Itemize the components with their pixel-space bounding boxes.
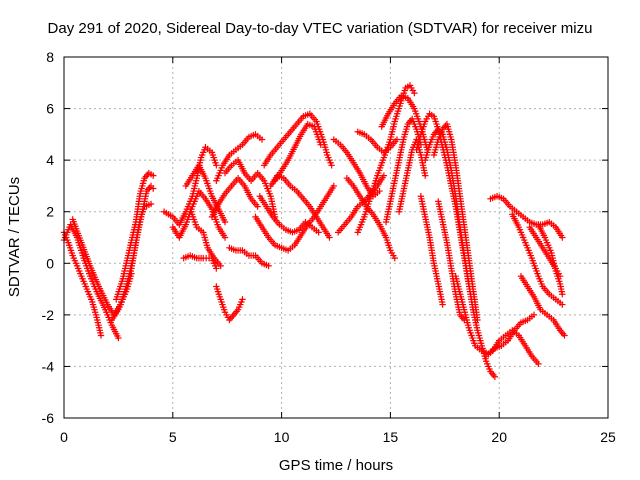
series-arc-36	[469, 306, 499, 380]
data-point	[115, 334, 122, 342]
plot-frame	[63, 56, 609, 419]
data-point	[213, 265, 220, 272]
data-point	[258, 136, 266, 143]
y-tick-label: 4	[46, 152, 54, 168]
data-point	[328, 162, 335, 169]
x-tick-label: 5	[169, 429, 177, 445]
series-arc-41	[535, 221, 566, 298]
x-tick-label: 20	[491, 429, 507, 445]
data-point	[559, 291, 566, 298]
data-point	[150, 172, 157, 179]
series-arc-26	[354, 82, 418, 236]
y-tick-label: -4	[42, 358, 55, 374]
data-point	[376, 187, 383, 195]
series-arc-15	[208, 174, 261, 221]
y-axis-label: SDTVAR / TECUs	[6, 177, 23, 297]
series-arc-17	[260, 110, 335, 169]
data-point	[147, 200, 155, 208]
x-tick-label: 0	[60, 429, 68, 445]
series-arc-42	[517, 272, 568, 339]
series-arc-16	[226, 244, 272, 270]
data-point	[391, 254, 398, 262]
data-point	[254, 203, 261, 210]
series-arc-27	[378, 92, 431, 154]
series-arc-32	[430, 120, 481, 324]
data-point	[380, 172, 388, 179]
data-point	[411, 89, 418, 97]
grid-lines	[64, 57, 608, 418]
series-arc-25	[354, 128, 401, 156]
y-tick-label: 8	[46, 49, 54, 65]
x-tick-label: 25	[600, 429, 616, 445]
series-arc-35	[452, 272, 538, 357]
data-point	[559, 301, 566, 308]
data-point	[422, 172, 429, 179]
x-axis-label: GPS time / hours	[279, 457, 393, 474]
series-arc-37	[482, 327, 542, 368]
data-point	[221, 218, 229, 226]
data-marks	[60, 82, 568, 380]
data-point	[217, 262, 224, 270]
series-arc-8	[169, 187, 229, 241]
series-arc-6	[117, 182, 157, 308]
y-tick-label: 6	[46, 101, 54, 117]
data-point	[317, 141, 324, 148]
data-point	[530, 311, 538, 319]
series-arc-12	[182, 162, 229, 226]
series-arc-11	[187, 205, 224, 270]
data-point	[561, 332, 568, 339]
data-point	[265, 262, 272, 270]
data-point	[393, 136, 401, 143]
axis-ticks: 0 5 10 15 20 25 -6 -4 -2 0 2 4 6 8	[42, 49, 616, 445]
series-arc-39	[509, 211, 566, 308]
series-arc-21	[252, 182, 338, 254]
series-arc-28	[382, 115, 425, 226]
series-arc-14	[221, 156, 279, 221]
y-tick-label: -6	[42, 410, 55, 426]
series-arc-13	[213, 131, 266, 184]
x-tick-label: 15	[383, 429, 399, 445]
data-point	[439, 301, 446, 308]
data-point	[315, 229, 322, 236]
data-point	[213, 162, 220, 169]
chart-title: Day 291 of 2020, Sidereal Day-to-day VTE…	[48, 20, 593, 37]
data-point	[491, 373, 499, 380]
series-arc-10	[213, 283, 246, 324]
data-point	[221, 234, 229, 241]
series-arc-31	[422, 126, 477, 313]
data-point	[330, 182, 338, 190]
series-arc-24	[334, 172, 388, 236]
series-arc-34	[417, 193, 446, 308]
series-arc-33	[435, 198, 468, 324]
y-tick-label: 2	[46, 204, 54, 220]
data-point	[535, 360, 542, 368]
data-point	[326, 234, 333, 241]
series-arc-2	[60, 221, 122, 342]
x-tick-label: 10	[274, 429, 290, 445]
series-arc-29	[395, 136, 429, 215]
data-point	[150, 185, 157, 192]
data-point	[97, 332, 105, 339]
y-tick-label: 0	[46, 255, 54, 271]
data-point	[239, 296, 246, 303]
y-tick-label: -2	[42, 307, 55, 323]
data-point	[559, 234, 566, 241]
